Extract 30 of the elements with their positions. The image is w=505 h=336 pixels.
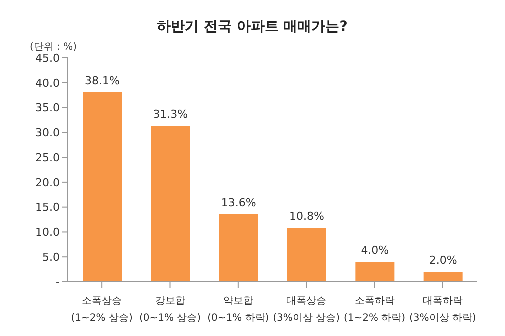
bar — [356, 262, 395, 282]
bar — [219, 214, 258, 282]
y-tick-label: 20.0 — [36, 176, 60, 190]
y-tick-label: 10.0 — [36, 226, 60, 240]
y-tick-label: 15.0 — [36, 201, 60, 214]
bar — [424, 272, 463, 282]
y-tick-label: 25.0 — [36, 151, 60, 164]
data-label: 10.8% — [290, 210, 324, 224]
chart-title: 하반기 전국 아파트 매매가는? — [156, 18, 349, 36]
data-label: 31.3% — [153, 108, 188, 122]
y-tick-label: - — [56, 276, 60, 289]
x-tick-label: 대폭상승 (3%이상 상승) — [273, 296, 340, 324]
x-tick-label: 약보합 (0~1% 하락) — [208, 296, 270, 324]
x-tick-label: 소폭하락 (1~2% 하락) — [344, 296, 406, 324]
data-label: 38.1% — [85, 74, 120, 88]
data-label: 4.0% — [361, 244, 390, 258]
x-tick-label: 강보합 (0~1% 상승) — [139, 296, 202, 324]
bar — [151, 126, 190, 282]
bar — [288, 228, 326, 282]
y-tick-label: 35.0 — [36, 102, 60, 115]
y-tick-label: 5.0 — [42, 251, 60, 264]
y-tick-label: 30.0 — [36, 126, 60, 140]
y-tick-label: 45.0 — [36, 52, 60, 65]
y-tick-label: 40.0 — [36, 76, 60, 90]
data-label: 13.6% — [221, 196, 256, 210]
bar — [83, 92, 122, 282]
x-tick-label: 대폭하락 (3%이상 하락) — [409, 296, 476, 324]
data-label: 2.0% — [429, 254, 458, 268]
x-tick-label: 소폭상승 (1~2% 상승) — [71, 296, 133, 324]
y-axis-title: (단위 : %) — [30, 41, 78, 54]
